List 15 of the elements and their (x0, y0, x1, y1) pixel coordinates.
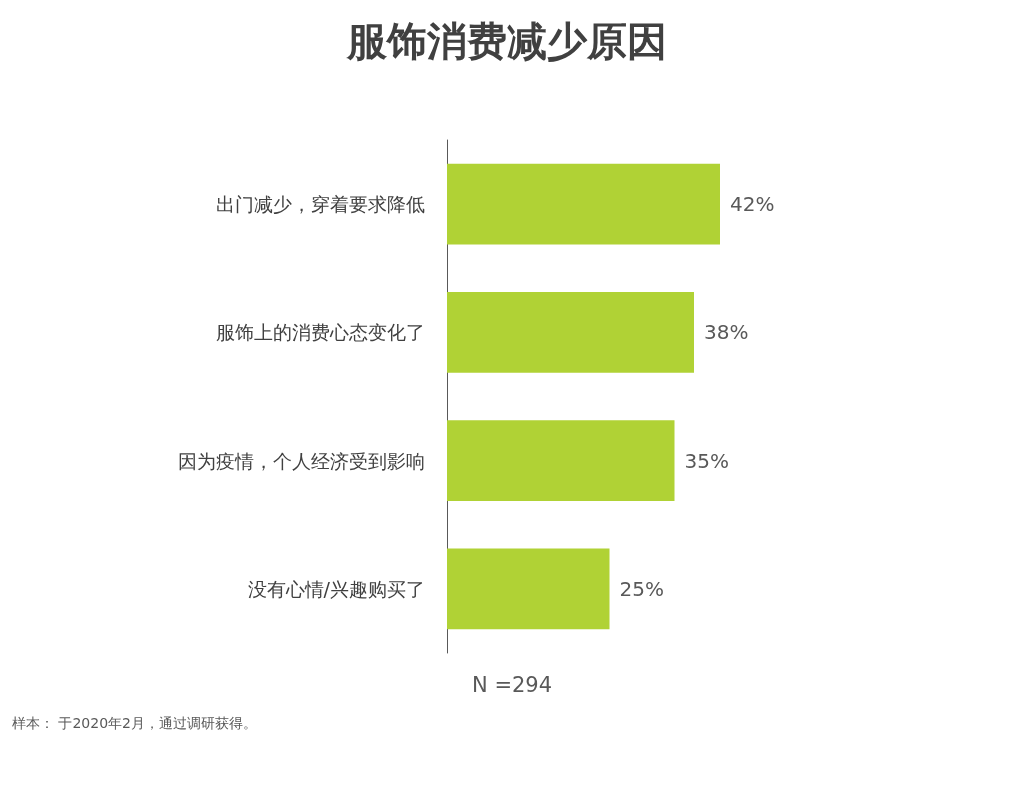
chart-title: 服饰消费减少原因 (345, 18, 667, 64)
bar (447, 163, 720, 245)
y-tick-label: 因为疫情，个人经济受到影响 (178, 449, 425, 472)
text: 样本： 于2020年2月，通过调研获得。 (12, 715, 257, 731)
data-label: 35% (684, 448, 729, 473)
bar (447, 420, 675, 502)
data-label: 25% (619, 576, 664, 601)
data-label: 38% (704, 320, 749, 345)
bar (447, 291, 694, 373)
text: N =294 (472, 672, 553, 697)
y-tick-label: 出门减少，穿着要求降低 (216, 193, 425, 216)
data-label: 42% (730, 192, 775, 217)
y-tick-label: 服饰上的消费心态变化了 (216, 321, 425, 344)
y-tick-label: 没有心情/兴趣购买了 (247, 577, 425, 600)
bar (447, 548, 610, 630)
